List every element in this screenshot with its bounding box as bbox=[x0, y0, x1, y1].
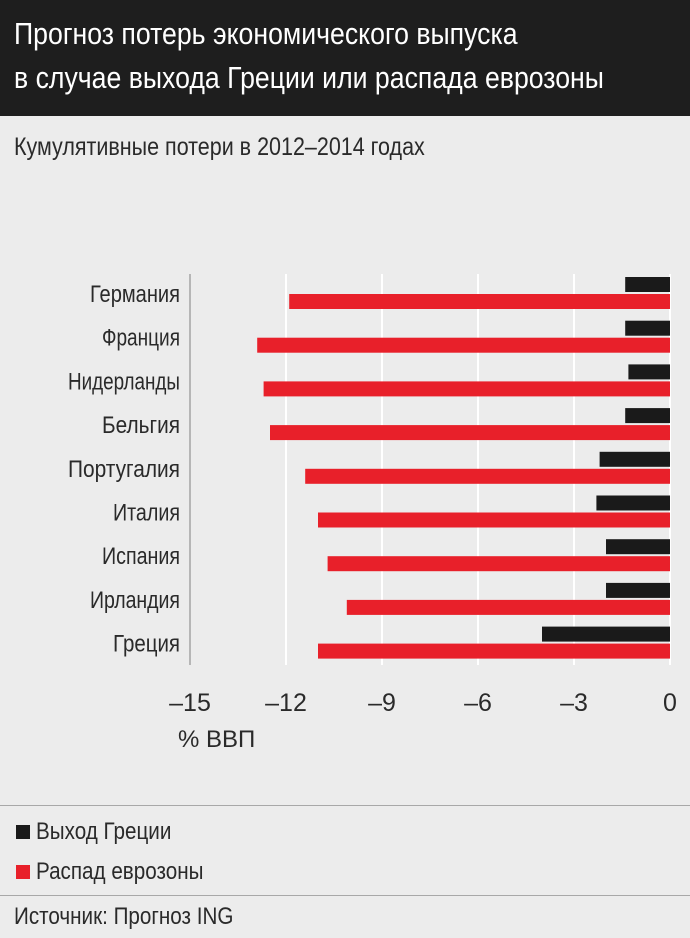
x-tick-label-2: –9 bbox=[368, 689, 396, 717]
bar-4-0 bbox=[599, 451, 670, 467]
category-label-7: Ирландия bbox=[90, 587, 180, 614]
category-label-1: Франция bbox=[102, 325, 180, 352]
x-tick-label-5: 0 bbox=[663, 689, 677, 717]
bar-5-0 bbox=[596, 495, 670, 511]
category-label-0: Германия bbox=[90, 281, 180, 308]
legend-label-greece-exit: Выход Греции bbox=[36, 818, 172, 845]
bar-0-1 bbox=[289, 294, 670, 309]
bar-5-1 bbox=[318, 512, 670, 528]
category-label-4: Португалия bbox=[68, 456, 180, 483]
bar-0-0 bbox=[625, 277, 670, 292]
category-label-2: Нидерланды bbox=[68, 368, 180, 395]
bar-1-0 bbox=[625, 320, 670, 336]
bar-8-1 bbox=[318, 643, 670, 659]
category-label-3: Бельгия bbox=[102, 412, 180, 439]
bar-7-0 bbox=[606, 582, 670, 598]
bar-4-1 bbox=[305, 468, 670, 484]
x-tick-label-4: –3 bbox=[560, 689, 588, 717]
bar-7-1 bbox=[346, 599, 670, 615]
chart-title-line-1: Прогноз потерь экономического выпуска bbox=[14, 16, 518, 51]
bar-3-1 bbox=[270, 425, 670, 441]
source-note: Источник: Прогноз ING bbox=[14, 903, 234, 930]
bar-8-0 bbox=[542, 626, 670, 642]
x-axis-label: % ВВП bbox=[178, 726, 255, 753]
x-tick-label-0: –15 bbox=[169, 689, 211, 717]
bar-chart: Германия Франция Нидерланды Бельгия Португал… bbox=[68, 274, 677, 753]
source-divider bbox=[0, 895, 690, 896]
bar-1-1 bbox=[257, 337, 670, 353]
legend-label-eurozone-breakup: Распад еврозоны bbox=[36, 858, 204, 885]
legend-swatch-eurozone-breakup bbox=[16, 865, 30, 879]
category-label-8: Греция bbox=[113, 631, 180, 658]
legend-divider bbox=[0, 805, 690, 806]
bar-6-0 bbox=[606, 539, 670, 555]
category-label-5: Италия bbox=[113, 500, 180, 527]
x-tick-label-1: –12 bbox=[265, 689, 307, 717]
bar-6-1 bbox=[327, 556, 670, 572]
x-tick-label-3: –6 bbox=[464, 689, 492, 717]
chart-title-line-2: в случае выхода Греции или распада евроз… bbox=[14, 60, 604, 95]
bar-3-0 bbox=[625, 408, 670, 424]
category-label-6: Испания bbox=[102, 543, 180, 570]
bar-2-0 bbox=[628, 364, 670, 380]
chart-subtitle: Кумулятивные потери в 2012–2014 годах bbox=[14, 133, 425, 161]
bar-2-1 bbox=[263, 381, 670, 397]
header-banner: Прогноз потерь экономического выпуска в … bbox=[0, 0, 690, 116]
legend-swatch-greece-exit bbox=[16, 825, 30, 839]
